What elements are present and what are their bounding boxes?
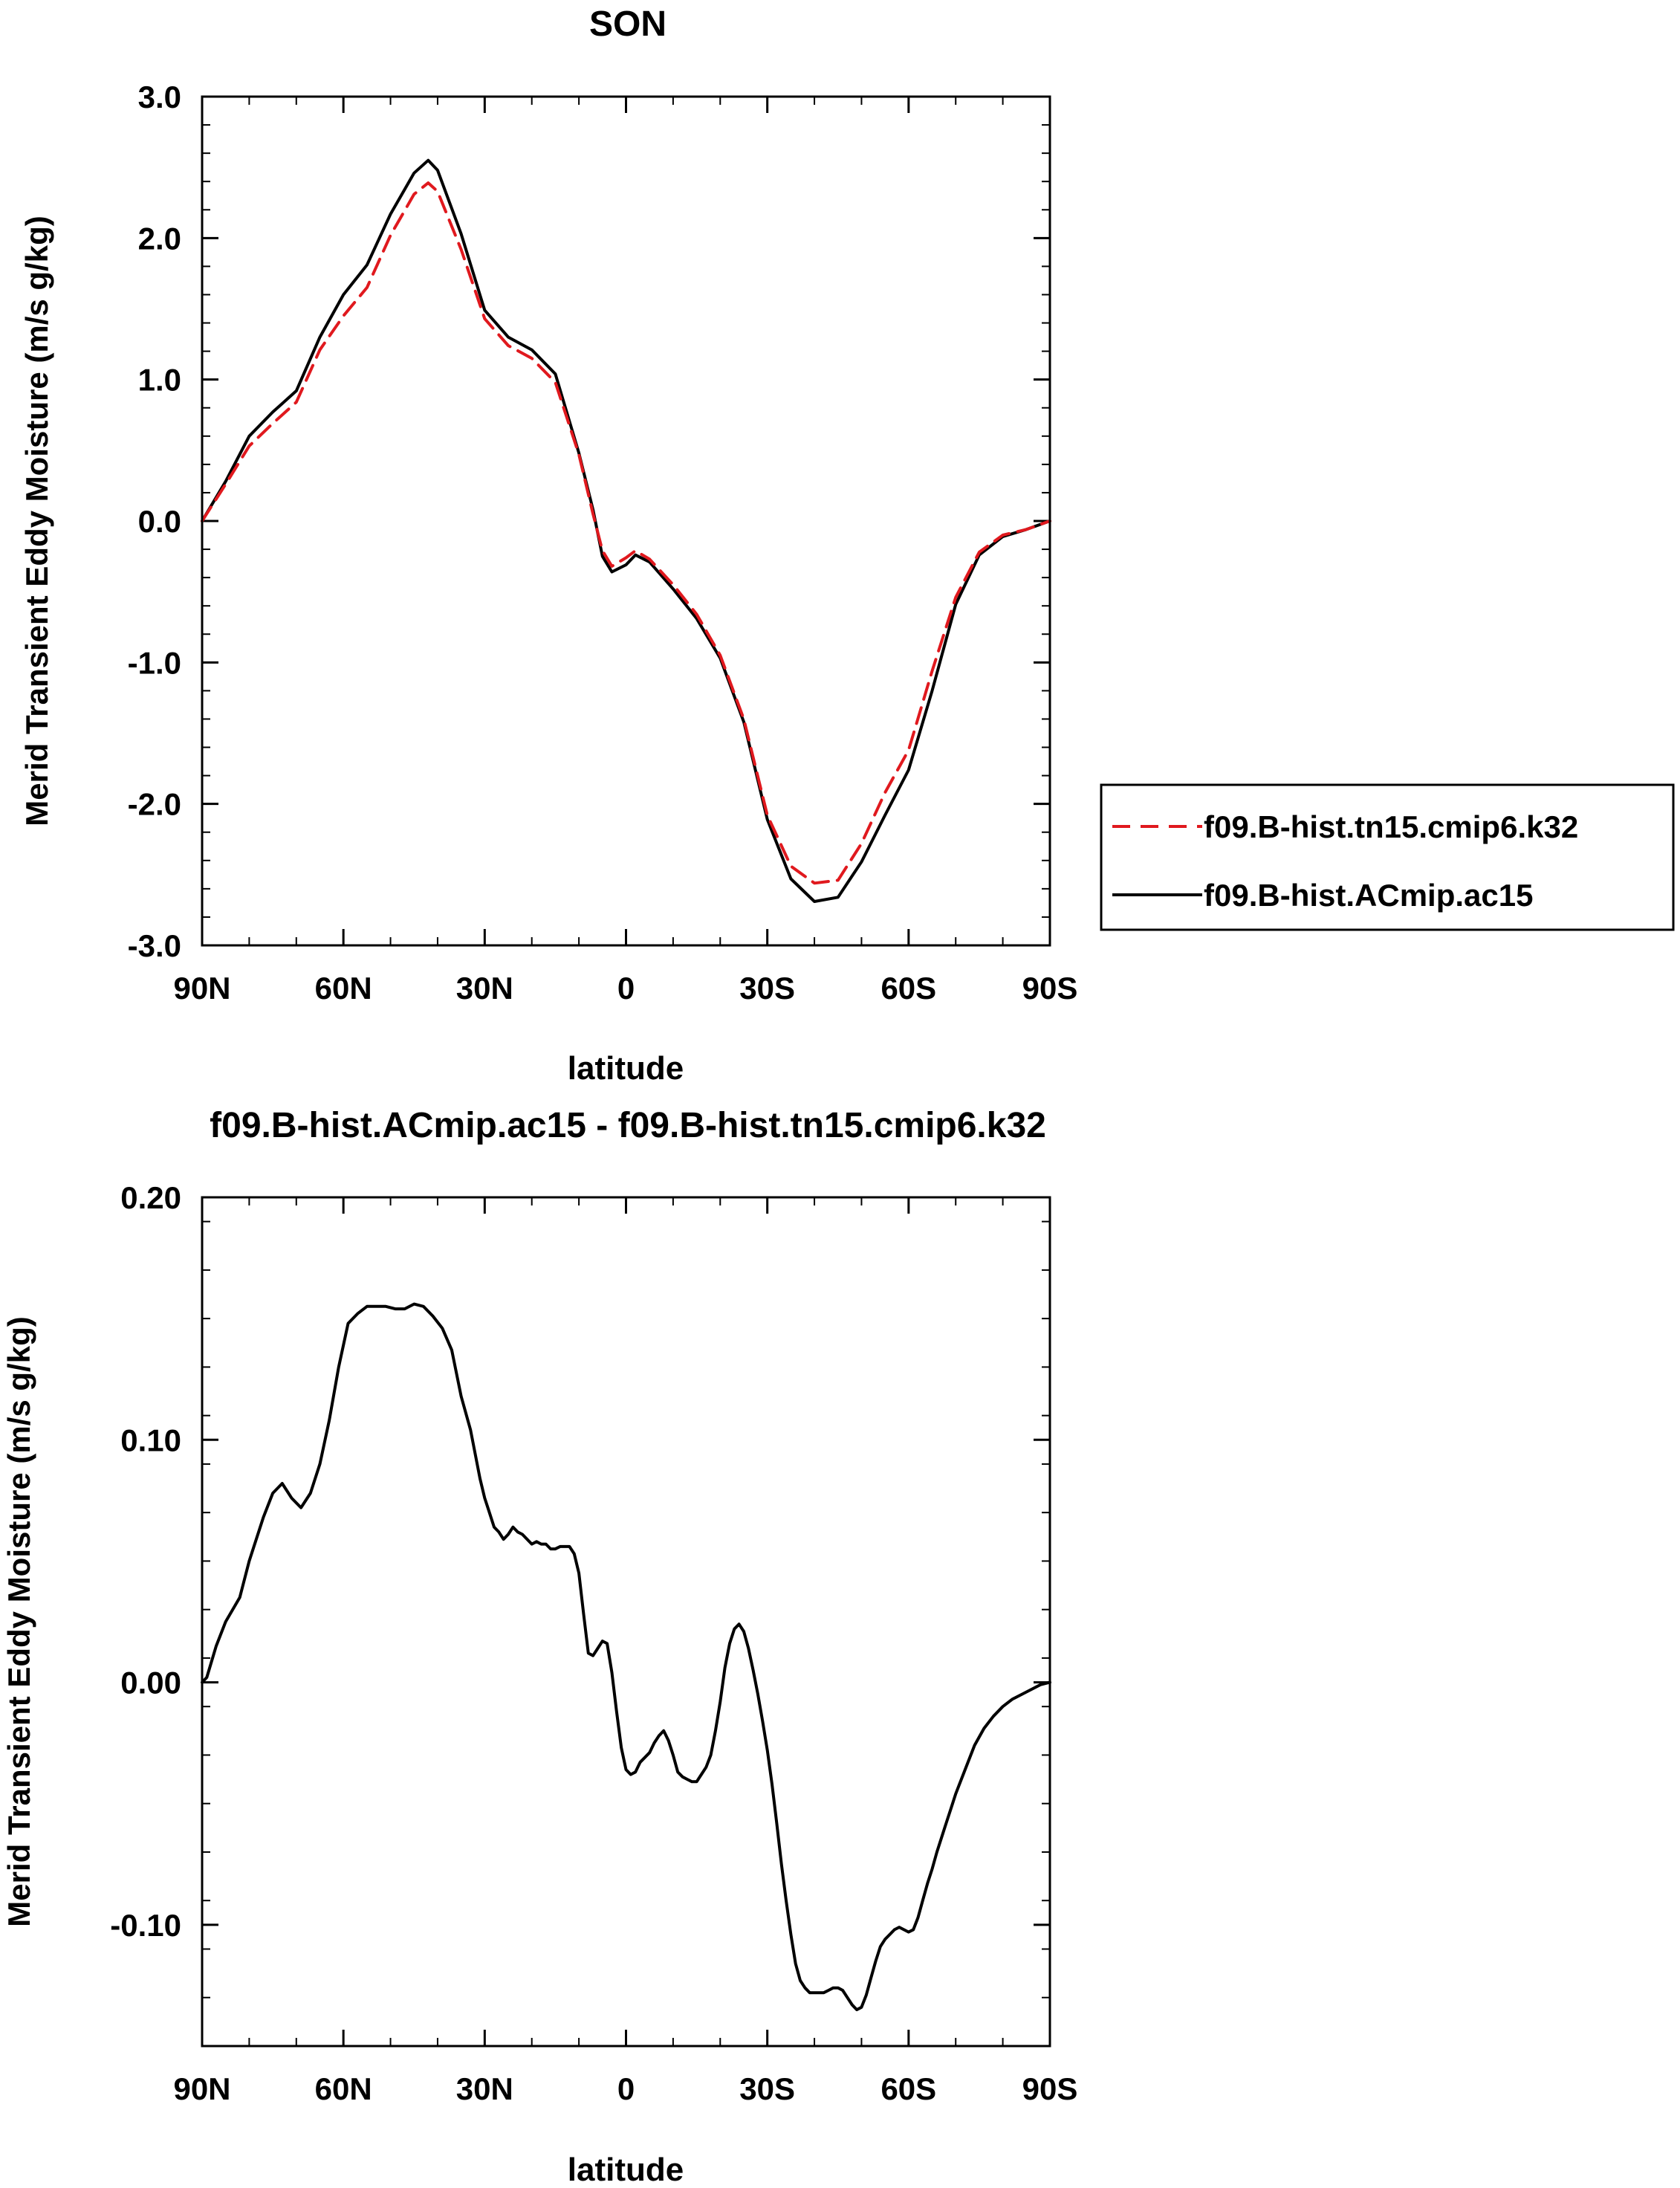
x-tick-label: 60N	[315, 2071, 372, 2106]
top-y-axis-label: Merid Transient Eddy Moisture (m/s g/kg)	[19, 216, 54, 826]
top-panel: SON 90N 60N 30N 0 30S 60S 90S -3.0 -2.0 -1.0 0.0 1.…	[19, 4, 1675, 1087]
x-tick-label: 90N	[173, 2071, 230, 2106]
x-tick-label: 30N	[456, 2071, 513, 2106]
x-tick-label: 90S	[1022, 971, 1078, 1006]
x-tick-label: 30N	[456, 971, 513, 1006]
top-plot-frame	[201, 95, 1051, 947]
x-tick-label: 0	[617, 2071, 635, 2106]
y-tick-label: -3.0	[128, 928, 181, 963]
bottom-panel: f09.B-hist.ACmip.ac15 - f09.B-hist.tn15.…	[1, 1106, 1077, 2188]
legend-label-ac15: f09.B-hist.ACmip.ac15	[1204, 878, 1533, 913]
bottom-plot-area: 90N 60N 30N 0 30S 60S 90S -0.10 0.00 0.10 0.20	[110, 1180, 1077, 2106]
x-tick-label: 90S	[1022, 2071, 1078, 2106]
y-tick-label: 1.0	[138, 363, 181, 398]
x-tick-label: 30S	[739, 971, 795, 1006]
bottom-chart-title: f09.B-hist.ACmip.ac15 - f09.B-hist.tn15.…	[210, 1106, 1046, 1145]
y-tick-label: 0.00	[120, 1666, 181, 1700]
bottom-y-axis-label: Merid Transient Eddy Moisture (m/s g/kg)	[1, 1316, 36, 1926]
y-tick-label: -1.0	[128, 645, 181, 680]
y-tick-label: -2.0	[128, 787, 181, 822]
top-chart-title: SON	[589, 4, 667, 44]
y-tick-label: 0.20	[120, 1180, 181, 1215]
legend: f09.B-hist.tn15.cmip6.k32 f09.B-hist.ACm…	[1100, 783, 1675, 931]
x-tick-label: 60S	[880, 2071, 936, 2106]
series-line-f09.B-hist.ACmip.ac15	[201, 158, 1051, 903]
x-tick-label: 30S	[739, 2071, 795, 2106]
bottom-x-axis-label: latitude	[568, 2152, 684, 2188]
y-tick-label: 0.10	[120, 1422, 181, 1457]
y-tick-label: 3.0	[138, 80, 181, 114]
series-line-difference	[201, 1302, 1051, 2012]
x-tick-label: 60N	[315, 971, 372, 1006]
y-tick-label: 0.0	[138, 504, 181, 539]
legend-box	[1100, 783, 1675, 931]
x-tick-label: 60S	[880, 971, 936, 1006]
y-tick-label: 2.0	[138, 221, 181, 256]
x-tick-label: 0	[617, 971, 635, 1006]
bottom-plot-frame	[201, 1196, 1051, 2048]
series-line-f09.B-hist.tn15.cmip6.k32	[201, 181, 1051, 885]
y-tick-label: -0.10	[110, 1908, 181, 1943]
top-x-axis-label: latitude	[568, 1050, 684, 1087]
top-plot-area: 90N 60N 30N 0 30S 60S 90S -3.0 -2.0 -1.0 0.0 1.0 2.0…	[128, 80, 1078, 1006]
legend-label-k32: f09.B-hist.tn15.cmip6.k32	[1204, 809, 1578, 844]
x-tick-label: 90N	[173, 971, 230, 1006]
